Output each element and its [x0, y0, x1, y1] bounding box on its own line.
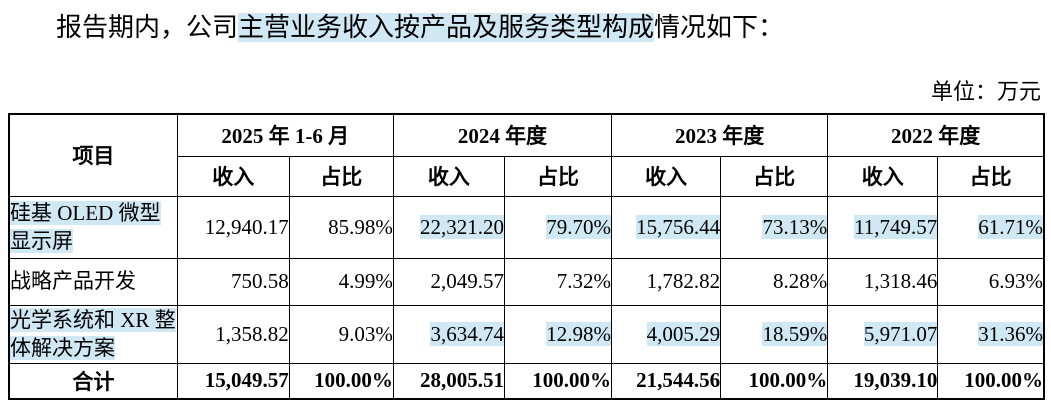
title-suffix: 情况如下： [654, 13, 785, 42]
ratio-cell: 7.32% [503, 257, 613, 306]
ratio-cell: 6.93% [937, 257, 1045, 306]
subheader-revenue: 收入 [392, 155, 505, 197]
revenue-cell: 5,971.07 [827, 304, 939, 364]
total-ratio-cell: 100.00% [720, 362, 829, 400]
ratio-cell: 12.98% [503, 304, 613, 364]
revenue-cell: 11,749.57 [827, 195, 939, 259]
ratio-cell: 18.59% [720, 304, 829, 364]
subheader-ratio: 占比 [720, 155, 829, 197]
ratio-cell: 73.13% [720, 195, 829, 259]
revenue-cell: 12,940.17 [176, 195, 290, 259]
subheader-ratio: 占比 [937, 155, 1045, 197]
row-label: 光学系统和 XR 整体解决方案 [8, 304, 178, 364]
total-revenue-cell: 21,544.56 [611, 362, 722, 400]
revenue-cell: 1,358.82 [176, 304, 290, 364]
title-highlight: 主营业务收入按产品及服务类型构成 [238, 13, 655, 42]
ratio-cell: 85.98% [288, 195, 394, 259]
col-header-item: 项目 [8, 113, 178, 197]
revenue-composition-table: 项目 2025 年 1-6 月 2024 年度 2023 年度 2022 年度 … [8, 113, 1045, 400]
subheader-ratio: 占比 [503, 155, 613, 197]
table-row-optical-xr-solutions: 光学系统和 XR 整体解决方案 1,358.82 9.03% 3,634.74 … [8, 304, 1045, 364]
ratio-cell: 79.70% [503, 195, 613, 259]
ratio-cell: 4.99% [288, 257, 394, 306]
col-header-period-2025h1: 2025 年 1-6 月 [176, 113, 394, 157]
revenue-cell: 15,756.44 [611, 195, 722, 259]
total-ratio-cell: 100.00% [288, 362, 394, 400]
page-title: 报告期内，公司主营业务收入按产品及服务类型构成情况如下： [56, 9, 1051, 47]
ratio-cell: 31.36% [937, 304, 1045, 364]
total-label: 合计 [8, 362, 178, 400]
subheader-revenue: 收入 [611, 155, 722, 197]
revenue-cell: 1,782.82 [611, 257, 722, 306]
col-header-period-2024: 2024 年度 [392, 113, 613, 157]
revenue-cell: 4,005.29 [611, 304, 722, 364]
row-label: 硅基 OLED 微型显示屏 [8, 195, 178, 259]
col-header-period-2023: 2023 年度 [611, 113, 829, 157]
subheader-revenue: 收入 [176, 155, 290, 197]
ratio-cell: 8.28% [720, 257, 829, 306]
table-row-total: 合计 15,049.57 100.00% 28,005.51 100.00% 2… [8, 362, 1045, 400]
total-ratio-cell: 100.00% [503, 362, 613, 400]
revenue-cell: 22,321.20 [392, 195, 505, 259]
ratio-cell: 9.03% [288, 304, 394, 364]
row-label: 战略产品开发 [8, 257, 178, 306]
revenue-cell: 1,318.46 [827, 257, 939, 306]
unit-label: 单位：万元 [930, 79, 1041, 104]
revenue-cell: 750.58 [176, 257, 290, 306]
subheader-ratio: 占比 [288, 155, 394, 197]
total-revenue-cell: 28,005.51 [392, 362, 505, 400]
total-ratio-cell: 100.00% [937, 362, 1045, 400]
table-row-oled-microdisplay: 硅基 OLED 微型显示屏 12,940.17 85.98% 22,321.20… [8, 195, 1045, 259]
title-prefix: 报告期内，公司 [56, 13, 239, 42]
revenue-cell: 3,634.74 [392, 304, 505, 364]
subheader-revenue: 收入 [827, 155, 939, 197]
total-revenue-cell: 19,039.10 [827, 362, 939, 400]
table-row-strategic-products: 战略产品开发 750.58 4.99% 2,049.57 7.32% 1,782… [8, 257, 1045, 306]
total-revenue-cell: 15,049.57 [176, 362, 290, 400]
revenue-cell: 2,049.57 [392, 257, 505, 306]
ratio-cell: 61.71% [937, 195, 1045, 259]
col-header-period-2022: 2022 年度 [827, 113, 1045, 157]
